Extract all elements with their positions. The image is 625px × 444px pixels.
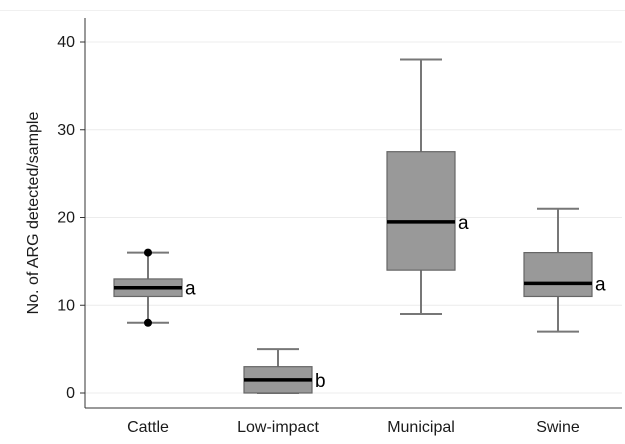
labels: 0 10 20 30 40 No. of ARG detected/sample a Catt… (25, 34, 606, 436)
y-tick-label: 30 (57, 122, 75, 139)
y-tick-label: 40 (57, 34, 75, 51)
y-axis-title: No. of ARG detected/sample (25, 112, 42, 315)
outlier-point (144, 248, 152, 257)
category-label: Cattle (127, 419, 169, 436)
group-label: a (185, 279, 196, 300)
group-label: a (595, 274, 606, 295)
box-municipal (386, 58, 456, 316)
category-label: Low-impact (237, 419, 319, 436)
gridlines (85, 41, 622, 394)
box-cattle (113, 248, 183, 327)
category-label: Swine (536, 419, 580, 436)
box-swine (523, 207, 593, 333)
group-label: a (458, 213, 469, 234)
y-tick-label: 20 (57, 210, 75, 227)
category-label: Municipal (387, 419, 455, 436)
iqr-box (523, 252, 593, 298)
iqr-box (386, 151, 456, 271)
box-low-impact (243, 348, 313, 394)
y-tick-label: 10 (57, 297, 75, 314)
frame-divider (0, 10, 625, 11)
outlier-point (144, 318, 152, 327)
axes (80, 18, 622, 409)
y-tick-label: 0 (66, 385, 75, 402)
boxes (113, 58, 593, 394)
group-label: b (315, 371, 326, 392)
